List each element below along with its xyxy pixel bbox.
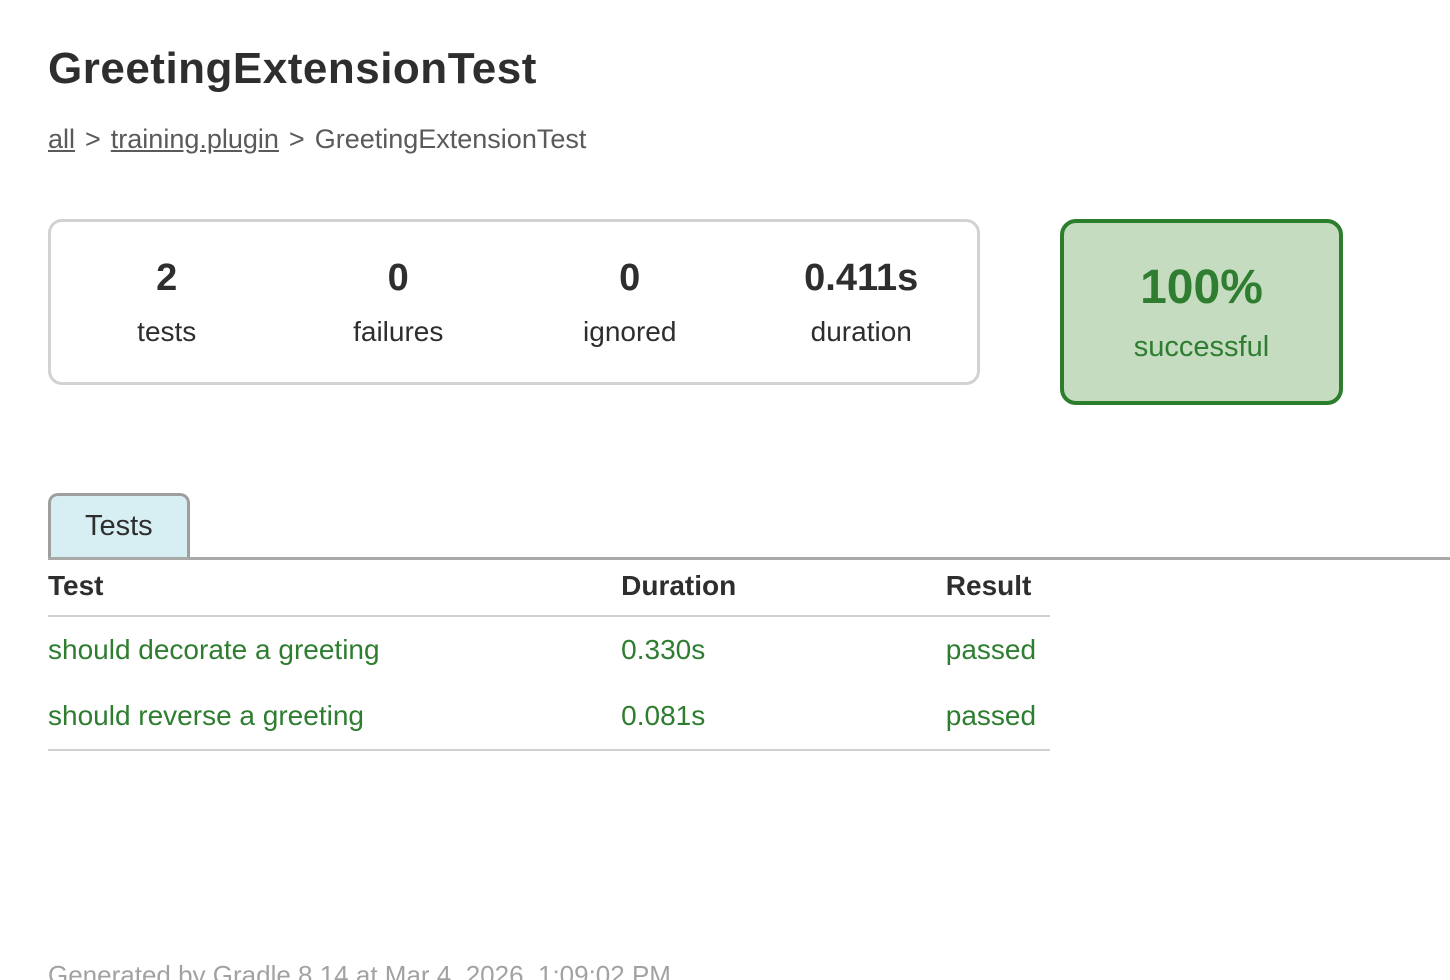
breadcrumb-separator: > — [85, 124, 101, 154]
counter-ignored: 0 ignored — [514, 257, 746, 348]
summary-row: 2 tests 0 failures 0 ignored 0.411s dura… — [48, 219, 1450, 405]
test-result: passed — [945, 634, 1037, 665]
table-row: should reverse a greeting 0.081s passed — [48, 683, 1050, 750]
success-rate-label: successful — [1133, 331, 1270, 363]
tests-label: tests — [137, 315, 197, 347]
test-duration: 0.081s — [621, 700, 706, 731]
column-header-test: Test — [48, 560, 622, 617]
failures-label: failures — [353, 315, 444, 347]
page-title: GreetingExtensionTest — [48, 44, 537, 93]
counter-failures: 0 failures — [283, 257, 515, 348]
test-result: passed — [945, 700, 1037, 731]
tests-count: 2 — [156, 256, 178, 299]
success-rate-badge: 100% successful — [1060, 219, 1343, 405]
breadcrumb-link-package[interactable]: training.plugin — [110, 124, 279, 154]
tests-table: Test Duration Result should decorate a g… — [48, 560, 1050, 751]
counter-duration: 0.411s duration — [746, 257, 978, 348]
footer-prefix: Generated by — [48, 960, 213, 980]
breadcrumb-link-all[interactable]: all — [48, 124, 76, 154]
footer-suffix: at Mar 4, 2026, 1:09:02 PM — [348, 960, 671, 980]
duration-value: 0.411s — [804, 256, 919, 299]
footer: Generated by Gradle 8.14 at Mar 4, 2026,… — [48, 960, 671, 980]
table-row: should decorate a greeting 0.330s passed — [48, 616, 1050, 683]
column-header-duration: Duration — [621, 560, 946, 617]
test-duration: 0.330s — [621, 634, 706, 665]
breadcrumb-separator: > — [288, 124, 305, 154]
test-name: should decorate a greeting — [48, 634, 380, 665]
column-header-result: Result — [945, 560, 1050, 617]
failures-count: 0 — [387, 256, 409, 299]
gradle-version-link[interactable]: Gradle 8.14 — [212, 960, 349, 980]
table-header-row: Test Duration Result — [48, 560, 1050, 617]
success-rate-value: 100% — [1140, 261, 1263, 314]
breadcrumb-current: GreetingExtensionTest — [314, 124, 587, 154]
counter-tests: 2 tests — [51, 257, 283, 348]
test-name: should reverse a greeting — [48, 700, 364, 731]
tab-tests[interactable]: Tests — [48, 493, 190, 557]
ignored-label: ignored — [583, 315, 677, 347]
summary-group-box: 2 tests 0 failures 0 ignored 0.411s dura… — [48, 219, 980, 385]
tab-bar: Tests — [48, 493, 1450, 560]
breadcrumb: all > training.plugin > GreetingExtensionTes… — [48, 124, 1450, 155]
ignored-count: 0 — [619, 256, 641, 299]
duration-label: duration — [810, 315, 912, 347]
